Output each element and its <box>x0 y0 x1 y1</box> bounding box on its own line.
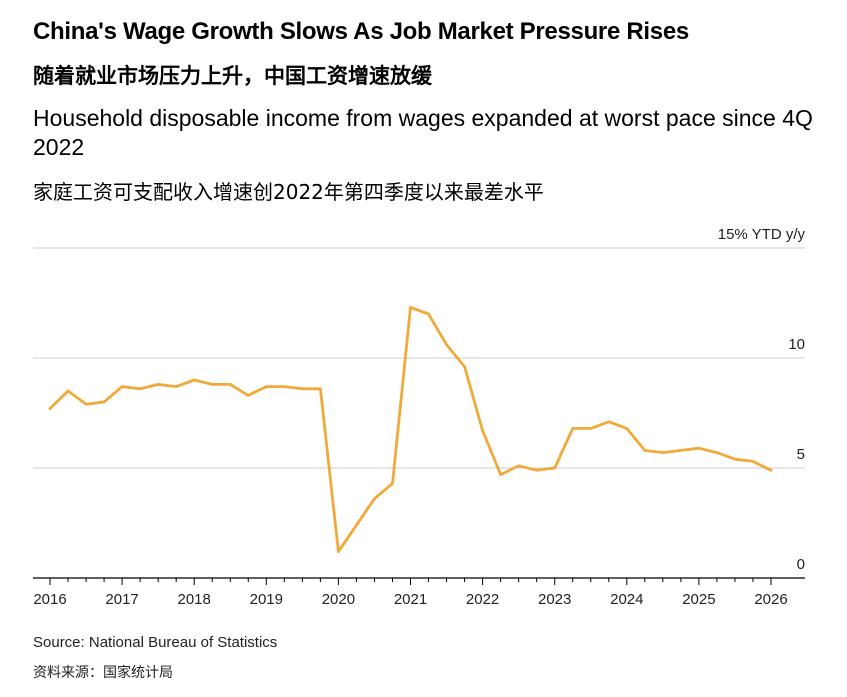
data-point <box>769 468 773 472</box>
x-tick-label: 2023 <box>538 591 571 608</box>
series-line-0 <box>48 305 773 553</box>
data-point <box>264 385 268 388</box>
data-point <box>174 385 178 388</box>
data-point <box>463 365 466 369</box>
data-point <box>138 387 142 391</box>
data-point <box>589 427 593 430</box>
data-point <box>517 464 521 468</box>
data-point <box>715 451 719 454</box>
data-point <box>246 394 250 397</box>
gridlines <box>33 247 805 469</box>
data-point <box>228 383 232 386</box>
x-tick-label: 2018 <box>178 591 211 608</box>
x-tick-label: 2016 <box>33 591 66 608</box>
data-point <box>697 446 701 450</box>
x-tick-label: 2019 <box>250 591 283 608</box>
chart-subtitle-chinese: 家庭工资可支配收入增速创2022年第四季度以来最差水平 <box>33 180 544 204</box>
data-point <box>210 383 214 386</box>
x-tick-label: 2021 <box>394 591 427 608</box>
data-point <box>661 451 665 454</box>
data-point <box>535 468 539 472</box>
data-point <box>300 387 304 391</box>
data-point <box>391 482 394 485</box>
data-point <box>409 306 412 309</box>
data-point <box>751 460 755 463</box>
x-tick-label: 2022 <box>466 591 499 608</box>
data-point <box>643 449 647 452</box>
data-point <box>48 407 52 410</box>
x-tick-label: 2026 <box>754 591 787 608</box>
series-layer <box>48 305 773 553</box>
data-point <box>481 429 484 432</box>
x-tick-label: 2020 <box>322 591 355 608</box>
data-point <box>427 312 430 316</box>
data-point <box>282 385 286 388</box>
data-point <box>445 343 448 347</box>
y-tick-label: 15% YTD y/y <box>718 226 806 243</box>
data-point <box>120 385 124 388</box>
chart-title: China's Wage Growth Slows As Job Market … <box>33 18 689 45</box>
data-point <box>499 473 503 476</box>
data-point <box>192 378 196 382</box>
y-tick-label: 10 <box>788 336 805 353</box>
y-axis-labels: 15% YTD y/y 10 5 0 <box>718 226 806 573</box>
data-point <box>318 387 322 391</box>
y-tick-label: 5 <box>797 446 805 463</box>
data-point <box>625 427 629 430</box>
data-point <box>679 449 683 452</box>
data-point <box>102 400 106 404</box>
y-tick-label: 0 <box>797 556 805 573</box>
data-point <box>337 550 340 553</box>
x-axis: 2016 2017 2018 2019 2020 2021 2022 2023 2024 2025… <box>33 577 805 608</box>
x-tick-label: 2017 <box>105 591 138 608</box>
data-point <box>553 466 557 470</box>
data-point <box>373 497 376 501</box>
chart-title-chinese: 随着就业市场压力上升，中国工资增速放缓 <box>33 64 432 88</box>
data-point <box>84 402 88 406</box>
data-point <box>607 420 611 424</box>
data-point <box>66 389 70 393</box>
data-point <box>733 457 737 461</box>
data-point <box>355 523 358 527</box>
x-tick-label: 2024 <box>610 591 643 608</box>
x-tick-label: 2025 <box>682 591 715 608</box>
source-note-chinese: 资料来源：国家统计局 <box>33 665 173 681</box>
data-point <box>571 427 575 430</box>
data-point <box>156 383 160 386</box>
source-note: Source: National Bureau of Statistics <box>33 634 278 651</box>
chart-subtitle: Household disposable income from wages e… <box>33 105 813 160</box>
